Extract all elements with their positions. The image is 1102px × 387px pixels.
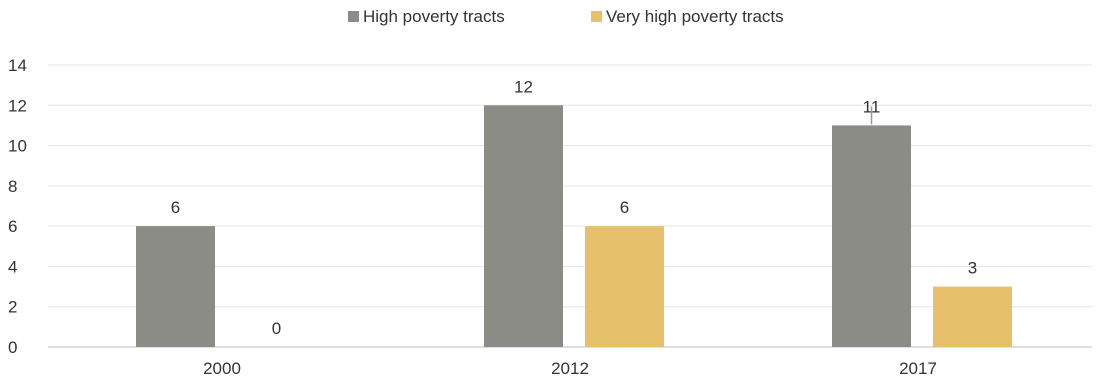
- y-tick-label: 10: [8, 137, 27, 156]
- x-axis: 2000 2012 2017: [203, 359, 937, 378]
- bars: [136, 105, 1012, 348]
- gridlines: [48, 64, 1092, 348]
- y-tick-label: 12: [8, 96, 27, 115]
- y-tick-label: 0: [8, 338, 17, 357]
- data-label-1-2000: 6: [171, 198, 180, 217]
- y-tick-label: 8: [8, 177, 17, 196]
- bar-2-2017: [933, 286, 1012, 347]
- x-tick-label: 2017: [899, 359, 937, 378]
- y-tick-label: 14: [8, 56, 27, 75]
- data-label-1-2012: 12: [514, 77, 533, 96]
- data-label-2-2012: 6: [620, 198, 629, 217]
- legend: High poverty tracts Very high poverty tra…: [348, 7, 784, 26]
- y-tick-label: 2: [8, 298, 17, 317]
- legend-label-1: High poverty tracts: [363, 7, 505, 26]
- bar-1-2017: [832, 125, 911, 347]
- data-label-2-2017: 3: [968, 259, 977, 278]
- data-label-2-2000: 0: [272, 319, 281, 338]
- legend-label-2: Very high poverty tracts: [606, 7, 784, 26]
- legend-swatch-1: [348, 11, 359, 22]
- y-axis: 0 2 4 6 8 10 12 14: [8, 56, 27, 357]
- bar-1-2012: [484, 105, 563, 348]
- y-tick-label: 4: [8, 257, 17, 276]
- x-tick-label: 2000: [203, 359, 241, 378]
- legend-swatch-2: [591, 11, 602, 22]
- bar-1-2000: [136, 226, 215, 347]
- bar-2-2012: [585, 226, 664, 347]
- x-tick-label: 2012: [551, 359, 589, 378]
- y-tick-label: 6: [8, 217, 17, 236]
